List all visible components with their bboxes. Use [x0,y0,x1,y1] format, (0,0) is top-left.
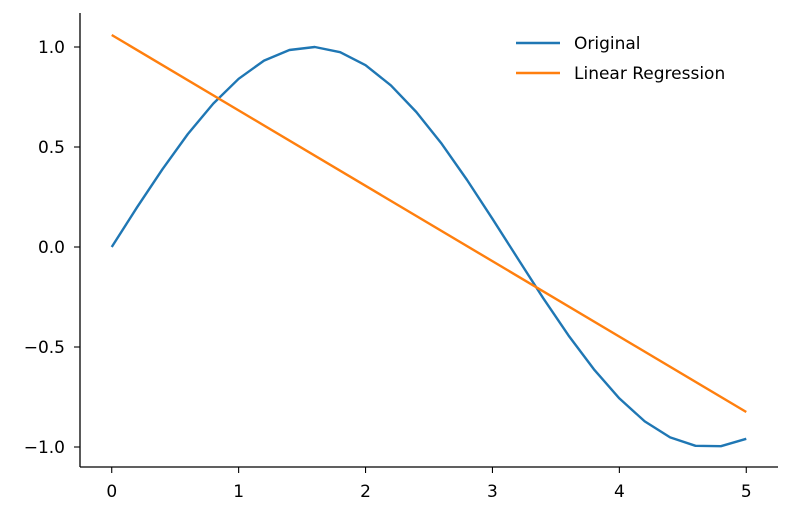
series-layer [110,33,747,448]
y-tick-label: 0.0 [38,238,65,258]
legend-label-linear-regression: Linear Regression [574,64,725,84]
x-tick-label: 3 [487,482,498,502]
legend-label-original: Original [574,34,641,54]
x-tick-label: 0 [106,482,117,502]
x-tick-label: 5 [741,482,752,502]
series-line-original [110,45,747,448]
axes [79,13,778,468]
series-line-linear-regression [111,33,747,414]
y-tick-label: −1.0 [24,438,65,458]
y-tick-label: 0.5 [38,138,65,158]
x-ticks: 0 1 2 3 4 5 [106,467,752,502]
x-tick-label: 2 [360,482,371,502]
x-tick-label: 4 [614,482,625,502]
legend: Original Linear Regression [516,34,725,84]
x-tick-label: 1 [233,482,244,502]
y-ticks: 1.0 0.5 0.0 −0.5 −1.0 [24,38,80,458]
y-tick-label: 1.0 [38,38,65,58]
y-tick-label: −0.5 [24,338,65,358]
